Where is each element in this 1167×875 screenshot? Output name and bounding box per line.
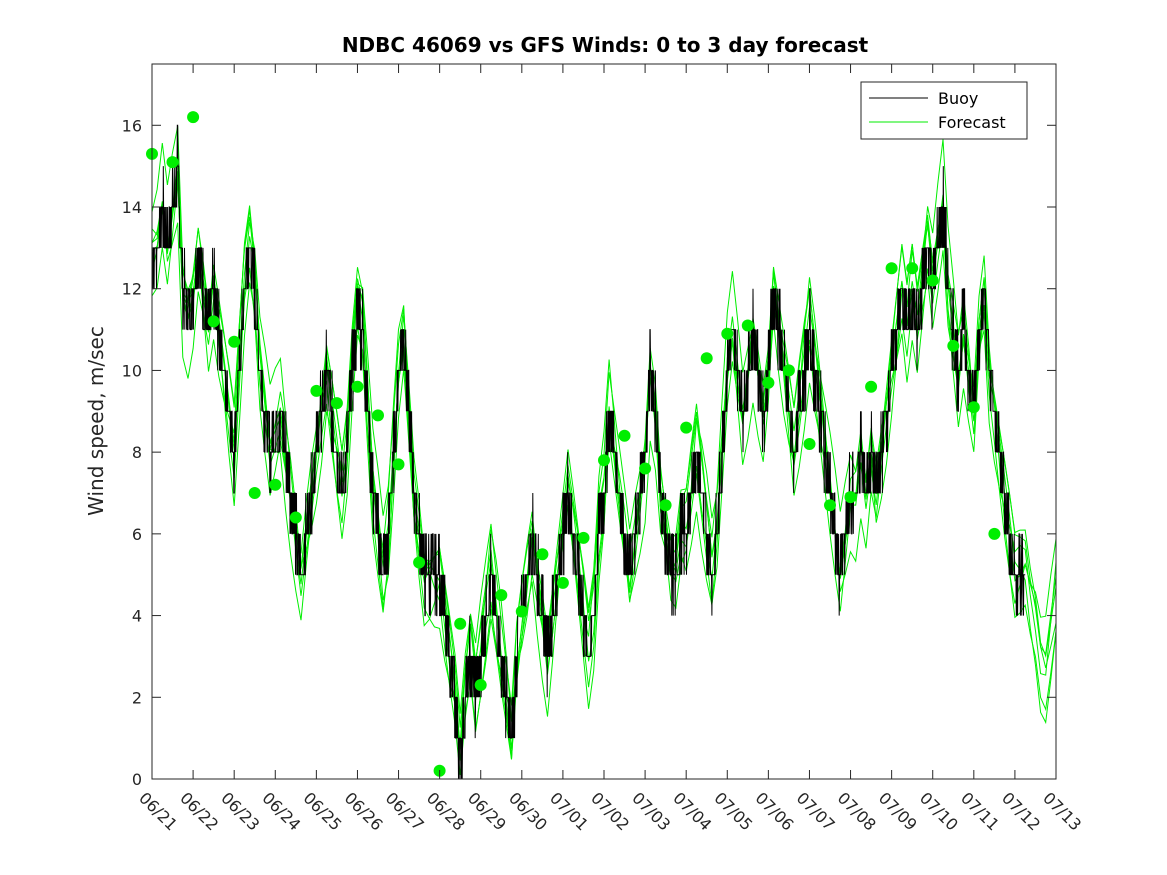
forecast-point bbox=[351, 380, 364, 393]
x-tick-label: 07/07 bbox=[793, 788, 839, 834]
y-tick-label: 16 bbox=[122, 116, 142, 135]
y-axis: 0 2 4 6 8 10 12 14 16 bbox=[122, 116, 1056, 789]
forecast-point bbox=[454, 617, 467, 630]
forecast-point bbox=[330, 397, 343, 410]
x-tick-label: 06/27 bbox=[382, 788, 428, 834]
y-axis-label: Wind speed, m/sec bbox=[84, 326, 108, 516]
forecast-point bbox=[474, 679, 487, 691]
x-tick-label: 07/08 bbox=[834, 788, 880, 834]
x-tick-label: 06/23 bbox=[217, 788, 263, 834]
forecast-point bbox=[947, 339, 960, 352]
forecast-point bbox=[618, 429, 631, 442]
forecast-point bbox=[495, 589, 508, 602]
x-tick-label: 07/04 bbox=[669, 788, 715, 834]
x-tick-label: 07/12 bbox=[998, 788, 1044, 834]
forecast-point bbox=[988, 527, 1001, 540]
forecast-point bbox=[844, 491, 857, 504]
legend: Buoy Forecast bbox=[860, 81, 1028, 140]
x-tick-label: 06/28 bbox=[423, 788, 469, 834]
x-tick-label: 06/24 bbox=[258, 788, 304, 834]
forecast-point bbox=[824, 499, 836, 512]
forecast-point bbox=[700, 352, 713, 365]
forecast-point bbox=[310, 384, 323, 397]
y-tick-label: 4 bbox=[132, 607, 142, 626]
x-tick-label: 07/02 bbox=[587, 788, 633, 834]
forecast-point bbox=[967, 401, 980, 414]
forecast-point bbox=[741, 319, 754, 332]
buoy-series bbox=[151, 124, 1026, 780]
x-tick-label: 06/29 bbox=[464, 788, 510, 834]
forecast-point bbox=[906, 262, 919, 275]
x-tick-label: 06/21 bbox=[135, 788, 181, 834]
x-tick-label: 07/01 bbox=[546, 788, 592, 834]
forecast-point bbox=[762, 376, 775, 389]
forecast-point bbox=[207, 315, 220, 328]
forecast-point bbox=[228, 335, 241, 348]
legend-box bbox=[860, 81, 1028, 140]
x-tick-label: 07/05 bbox=[710, 788, 756, 834]
legend-forecast-label: Forecast bbox=[938, 113, 1006, 132]
forecast-point bbox=[885, 262, 898, 275]
forecast-point bbox=[269, 478, 282, 491]
x-tick-label: 07/13 bbox=[1039, 788, 1085, 834]
legend-buoy-label: Buoy bbox=[938, 89, 978, 108]
x-tick-label: 07/06 bbox=[752, 788, 798, 834]
forecast-point bbox=[372, 409, 384, 422]
forecast-point bbox=[392, 458, 405, 471]
x-tick-label: 07/10 bbox=[916, 788, 962, 834]
forecast-point bbox=[536, 548, 549, 561]
forecast-point bbox=[782, 364, 795, 377]
plot-area bbox=[152, 64, 1056, 779]
chart-title: NDBC 46069 vs GFS Winds: 0 to 3 day fore… bbox=[342, 33, 869, 57]
forecast-point bbox=[803, 438, 816, 450]
y-tick-label: 0 bbox=[132, 770, 142, 789]
forecast-line bbox=[151, 171, 1057, 760]
y-tick-label: 14 bbox=[122, 198, 142, 217]
x-tick-label: 06/22 bbox=[176, 788, 222, 834]
x-tick-label: 06/25 bbox=[300, 788, 346, 834]
forecast-point bbox=[680, 421, 693, 434]
forecast-point bbox=[659, 499, 672, 512]
forecast-point bbox=[926, 274, 939, 287]
x-tick-label: 06/26 bbox=[341, 788, 387, 834]
x-tick-label: 07/09 bbox=[875, 788, 921, 834]
forecast-point bbox=[413, 556, 426, 569]
forecast-point bbox=[556, 576, 569, 589]
buoy-line bbox=[151, 124, 1026, 780]
forecast-point bbox=[289, 511, 302, 524]
forecast-point bbox=[721, 327, 734, 340]
forecast-point bbox=[865, 380, 878, 393]
x-tick-label: 07/03 bbox=[628, 788, 674, 834]
x-tick-label: 07/11 bbox=[957, 788, 1003, 834]
forecast-point bbox=[515, 605, 528, 618]
forecast-point bbox=[166, 156, 179, 169]
y-tick-label: 6 bbox=[132, 525, 142, 544]
forecast-markers bbox=[146, 111, 1001, 777]
y-tick-label: 10 bbox=[122, 361, 142, 380]
x-tick-label: 06/30 bbox=[505, 788, 551, 834]
y-tick-label: 12 bbox=[122, 280, 142, 299]
forecast-point bbox=[248, 487, 261, 499]
y-tick-label: 8 bbox=[132, 443, 142, 462]
forecast-point bbox=[187, 111, 200, 124]
y-tick-label: 2 bbox=[132, 688, 142, 707]
forecast-point bbox=[598, 454, 610, 467]
forecast-point bbox=[639, 462, 652, 475]
forecast-point bbox=[577, 531, 590, 544]
